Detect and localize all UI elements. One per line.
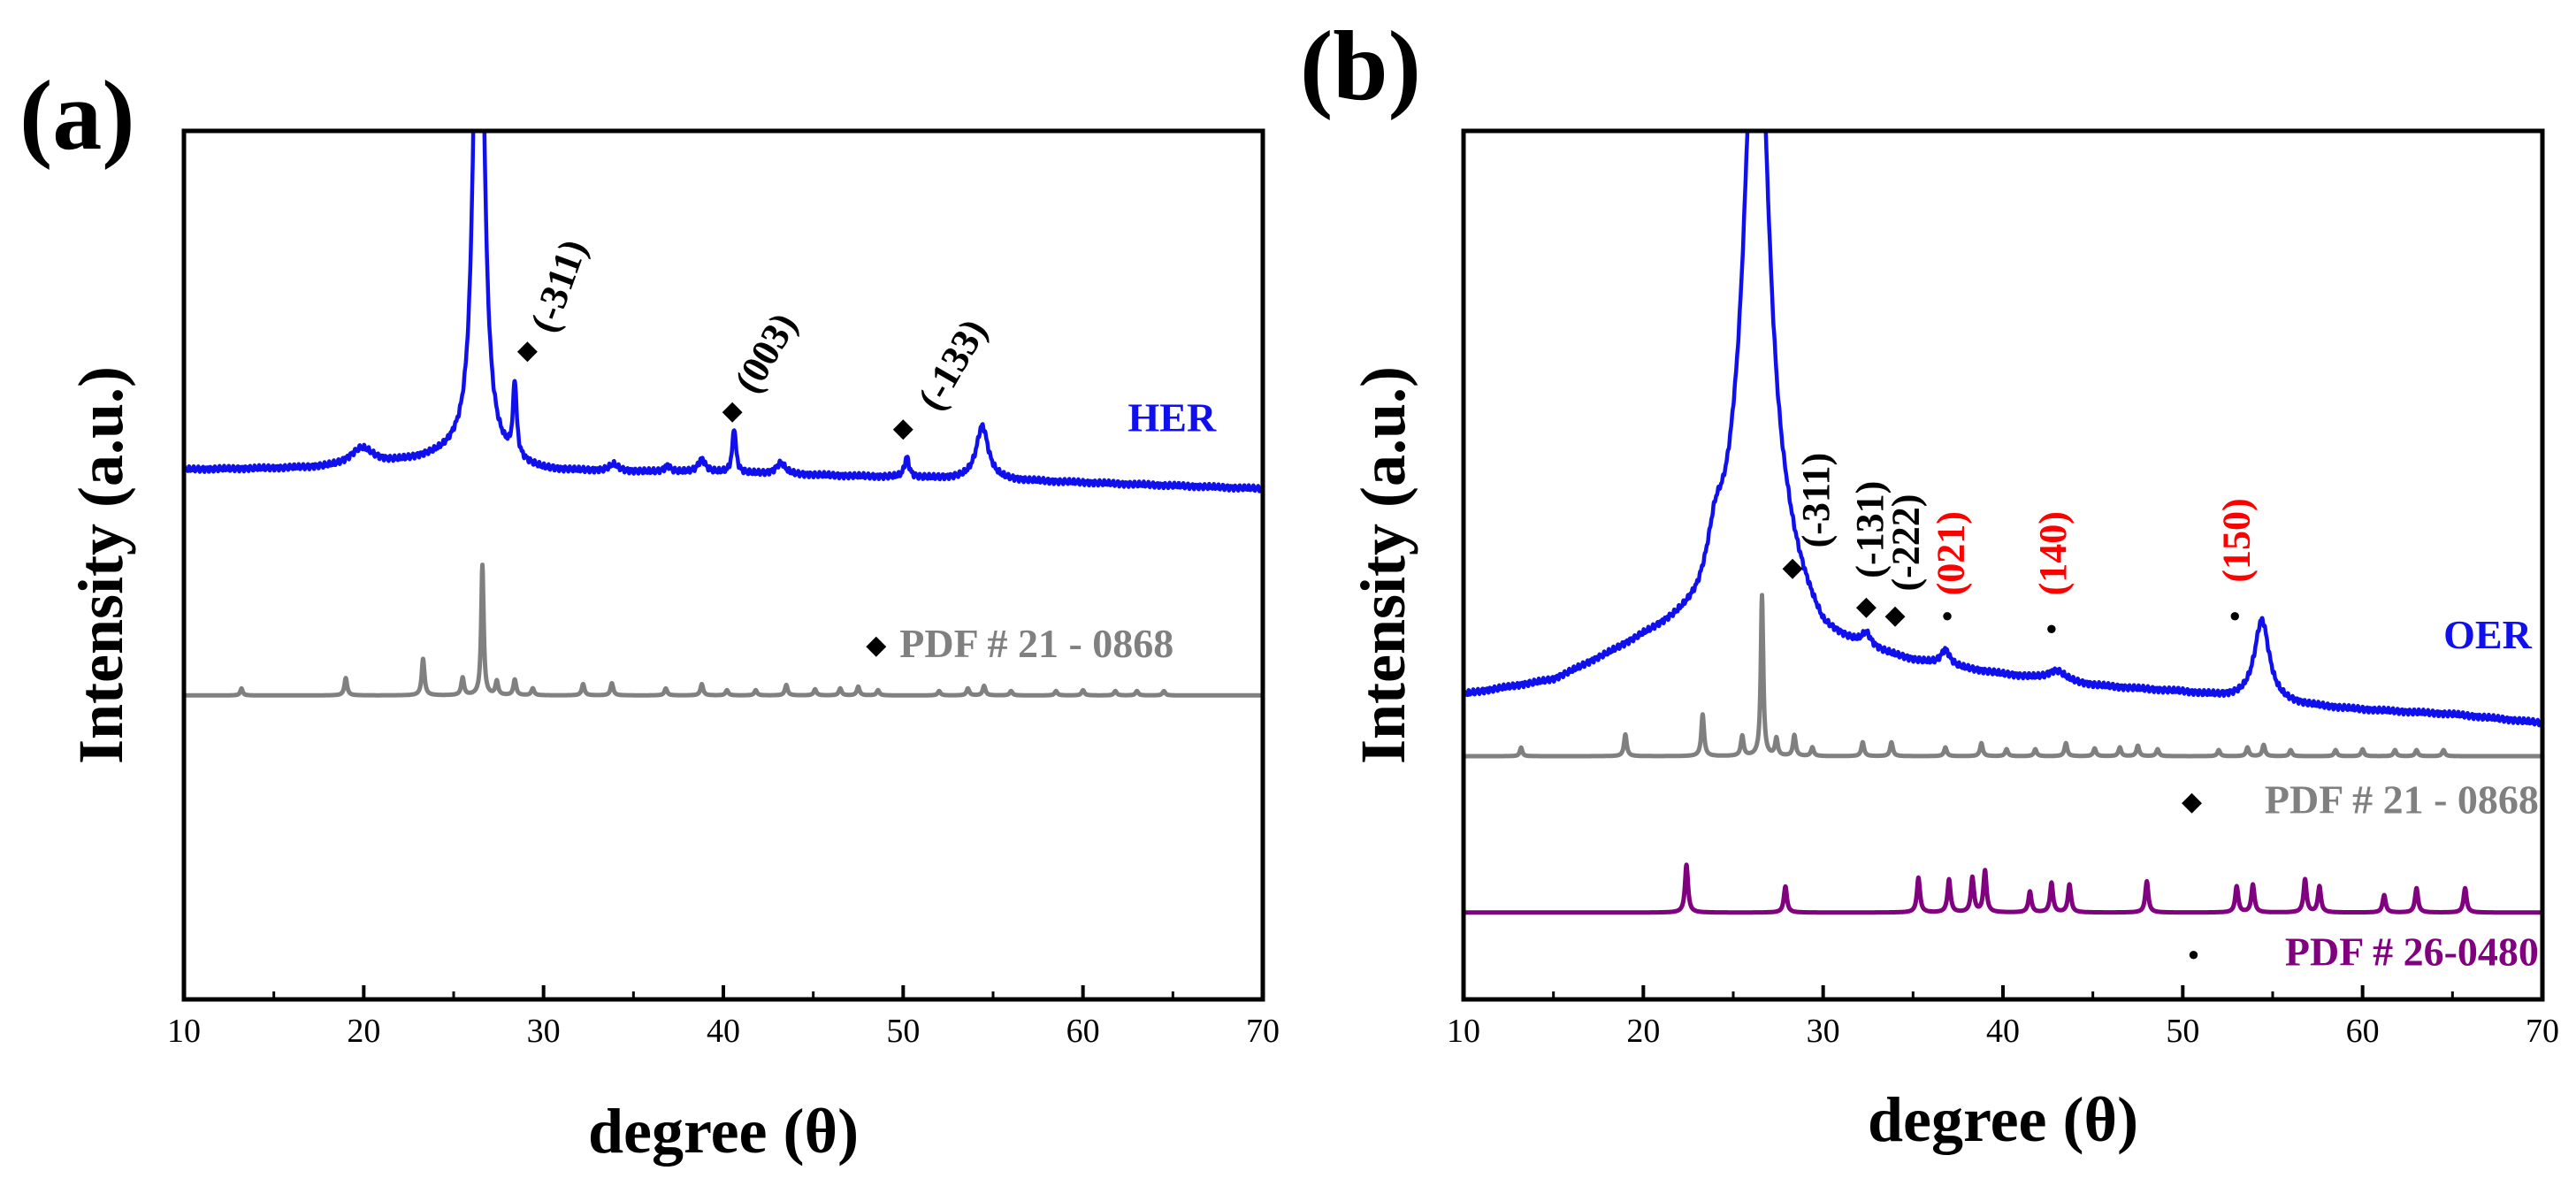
peak-label: (-133) xyxy=(909,311,995,417)
x-tick-label: 70 xyxy=(2526,1013,2559,1050)
diamond-marker: ◆ xyxy=(866,631,886,660)
series-label: PDF # 21 - 0868 xyxy=(899,621,1173,666)
panel-a: (a) 10 20 30 40 50 60 70◆◆◆◆(-311)(003) (-133) H… xyxy=(19,61,1280,1167)
plot-area: 10 20 30 40 50 60 70◆◆◆◆(-311)(003) (-133) HERPD… xyxy=(167,131,1280,1050)
x-tick-label: 10 xyxy=(1447,1013,1480,1050)
diamond-marker: ◆ xyxy=(2182,787,2202,816)
circle-marker: ● xyxy=(1941,604,1953,626)
series-line-oer xyxy=(1464,131,2542,728)
y-axis-title: Intensity (a.u.) xyxy=(65,366,136,764)
plot-area: 10 20 30 40 50 60 70◆◆ ◆ ●●●◆●(-311) (-131)(-222)… xyxy=(1447,131,2559,1050)
series-line-her xyxy=(184,131,1263,494)
x-axis: 10 20 30 40 50 60 70 xyxy=(1447,985,2559,1050)
peak-label: (140) xyxy=(2031,511,2075,595)
x-tick-label: 10 xyxy=(167,1013,201,1050)
series-label: OER xyxy=(2443,612,2532,657)
x-tick-label: 20 xyxy=(347,1013,380,1050)
x-tick-label: 60 xyxy=(2346,1013,2380,1050)
panel-label: (b) xyxy=(1300,11,1421,121)
diamond-marker: ◆ xyxy=(1783,553,1803,582)
peak-label: (003) xyxy=(726,305,806,400)
x-tick-label: 60 xyxy=(1066,1013,1100,1050)
circle-marker: ● xyxy=(2188,943,2199,965)
circle-marker: ● xyxy=(2045,617,2057,639)
panel-b: (b) 10 20 30 40 50 60 70◆◆ ◆ ●●●◆●(-311) (-131)(-… xyxy=(1300,11,2559,1155)
x-axis-title: degree (θ) xyxy=(588,1096,859,1167)
series-label: PDF # 26-0480 xyxy=(2285,929,2539,974)
series-line-pdf-21-0868 xyxy=(184,562,1263,698)
series-label: PDF # 21 - 0868 xyxy=(2265,777,2539,823)
x-tick-label: 20 xyxy=(1626,1013,1660,1050)
peak-label: (-222) xyxy=(1884,494,1927,592)
x-tick-label: 50 xyxy=(2166,1013,2199,1050)
diamond-marker: ◆ xyxy=(893,414,913,443)
x-tick-label: 40 xyxy=(1986,1013,2020,1050)
peak-label: (-311) xyxy=(1794,453,1838,548)
plot-frame xyxy=(1461,128,2545,1002)
series-line-pdf-21-0868 xyxy=(1464,593,2542,759)
x-tick-label: 50 xyxy=(886,1013,920,1050)
y-axis-title: Intensity (a.u.) xyxy=(1348,366,1418,764)
series-label: HER xyxy=(1128,395,1217,440)
diamond-marker: ◆ xyxy=(1884,601,1905,630)
peak-label: (-131) xyxy=(1848,481,1892,578)
peak-label: (150) xyxy=(2215,498,2259,582)
series-line-pdf-26-0480 xyxy=(1464,862,2542,915)
peak-label: (021) xyxy=(1929,511,1972,595)
x-tick-label: 30 xyxy=(527,1013,561,1050)
x-axis: 10 20 30 40 50 60 70 xyxy=(167,985,1280,1050)
plot-frame xyxy=(181,128,1265,1002)
diamond-marker: ◆ xyxy=(1856,592,1877,621)
x-tick-label: 30 xyxy=(1807,1013,1840,1050)
diamond-marker: ◆ xyxy=(722,396,743,425)
diamond-marker: ◆ xyxy=(517,335,538,364)
x-axis-title: degree (θ) xyxy=(1868,1084,2138,1155)
circle-marker: ● xyxy=(2229,604,2241,626)
peak-label: (-311) xyxy=(522,233,595,338)
x-tick-label: 70 xyxy=(1246,1013,1280,1050)
panel-label: (a) xyxy=(19,61,135,171)
x-tick-label: 40 xyxy=(707,1013,740,1050)
